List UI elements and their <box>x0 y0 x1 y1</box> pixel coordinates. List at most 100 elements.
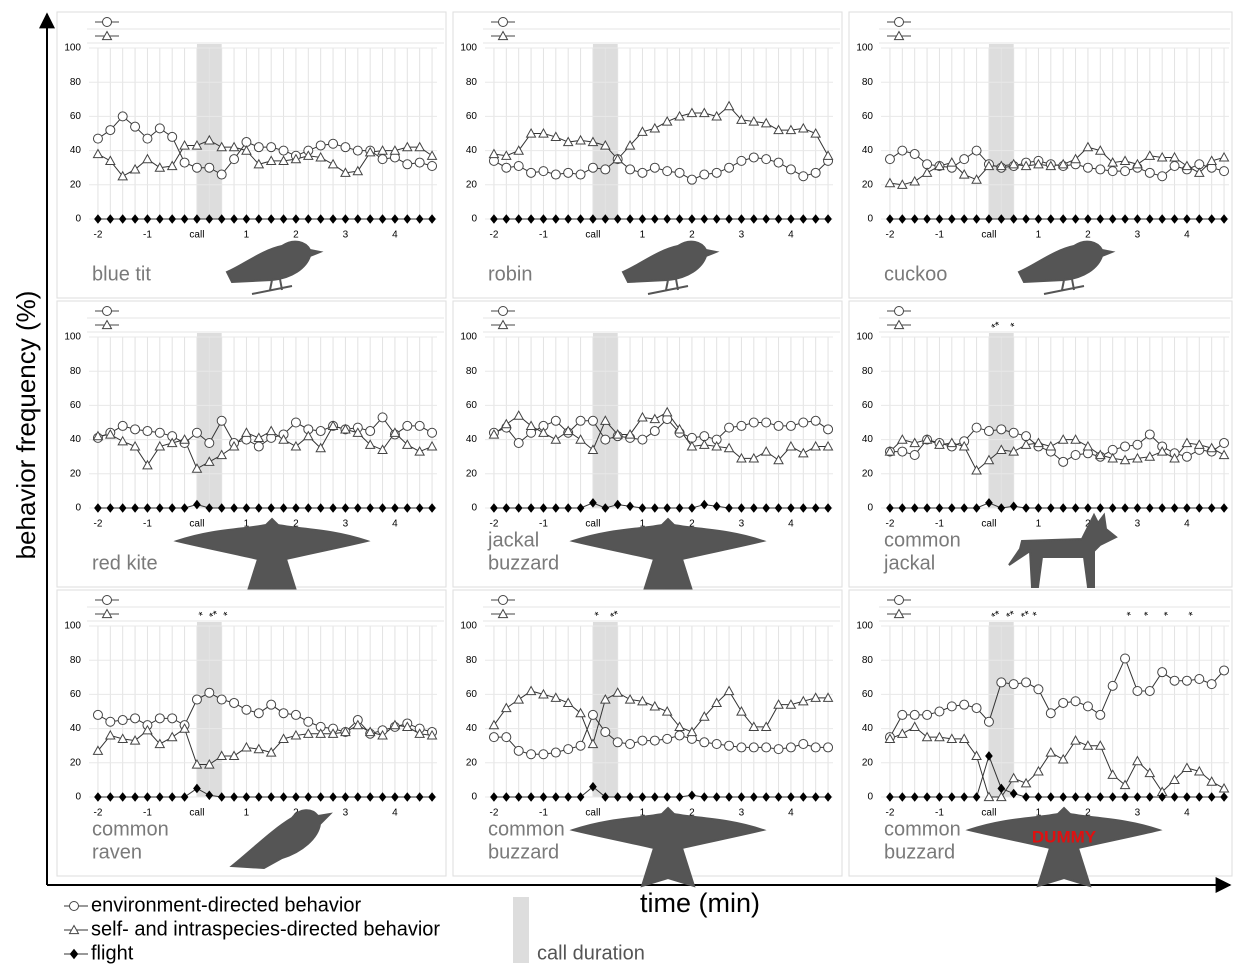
y-tick-label: 80 <box>862 366 874 377</box>
data-point <box>551 748 560 757</box>
y-tick-label: 60 <box>862 689 874 700</box>
data-point <box>168 132 177 141</box>
data-point <box>984 717 993 726</box>
data-point <box>1096 165 1105 174</box>
data-point <box>749 743 758 752</box>
data-point <box>205 688 214 697</box>
y-tick-label: 0 <box>867 214 873 225</box>
y-tick-label: 20 <box>70 757 82 768</box>
data-point <box>106 126 115 135</box>
data-point <box>737 156 746 165</box>
panel-label: buzzard <box>884 841 955 863</box>
y-tick-label: 0 <box>75 214 81 225</box>
data-point <box>588 710 597 719</box>
data-point <box>576 416 585 425</box>
panel-label: red kite <box>92 552 158 574</box>
legend-marker <box>70 950 77 959</box>
y-tick-label: 40 <box>862 434 874 445</box>
x-tick-label: -1 <box>143 230 152 241</box>
data-point <box>143 134 152 143</box>
data-point <box>786 165 795 174</box>
data-point <box>118 716 127 725</box>
data-point <box>1009 428 1018 437</box>
x-tick-label: 4 <box>788 230 794 241</box>
x-tick-label: 2 <box>293 230 299 241</box>
x-tick-label: call <box>189 230 204 241</box>
data-point <box>192 695 201 704</box>
data-point <box>131 122 140 131</box>
x-tick-label: -1 <box>935 230 944 241</box>
data-point <box>811 743 820 752</box>
data-point <box>403 421 412 430</box>
y-tick-label: 100 <box>64 43 81 54</box>
data-point <box>1009 680 1018 689</box>
data-point <box>923 710 932 719</box>
data-point <box>1121 442 1130 451</box>
data-point <box>1121 654 1130 663</box>
x-tick-label: 4 <box>788 808 794 819</box>
data-point <box>626 739 635 748</box>
data-point <box>514 161 523 170</box>
x-tick-label: 4 <box>392 230 398 241</box>
mini-legend-marker <box>895 596 904 605</box>
data-point <box>725 423 734 432</box>
data-point <box>984 427 993 436</box>
data-point <box>291 418 300 427</box>
x-tick-label: 1 <box>1036 230 1042 241</box>
data-point <box>712 168 721 177</box>
data-point <box>93 710 102 719</box>
x-tick-label: 4 <box>1184 808 1190 819</box>
panel <box>57 12 446 298</box>
x-tick-label: -2 <box>489 519 498 530</box>
x-tick-label: 4 <box>788 519 794 530</box>
y-tick-label: 60 <box>70 400 82 411</box>
data-point <box>341 143 350 152</box>
data-point <box>638 435 647 444</box>
data-point <box>774 745 783 754</box>
data-point <box>947 702 956 711</box>
data-point <box>786 421 795 430</box>
data-point <box>737 743 746 752</box>
y-tick-label: 0 <box>471 214 477 225</box>
data-point <box>1034 685 1043 694</box>
x-tick-label: 3 <box>739 230 745 241</box>
x-tick-label: 3 <box>739 519 745 530</box>
x-tick-label: -1 <box>143 808 152 819</box>
y-tick-label: 20 <box>70 468 82 479</box>
data-point <box>725 163 734 172</box>
x-tick-label: -1 <box>935 808 944 819</box>
data-point <box>749 153 758 162</box>
data-point <box>1170 161 1179 170</box>
data-point <box>687 175 696 184</box>
data-point <box>551 170 560 179</box>
x-tick-label: 4 <box>392 808 398 819</box>
y-tick-label: 80 <box>466 366 478 377</box>
data-point <box>601 165 610 174</box>
data-point <box>638 168 647 177</box>
mini-legend-marker <box>103 596 112 605</box>
legend-marker <box>70 902 79 911</box>
y-tick-label: 0 <box>75 792 81 803</box>
data-point <box>786 743 795 752</box>
legend-label: self- and intraspecies-directed behavior <box>91 918 440 940</box>
data-point <box>304 717 313 726</box>
data-point <box>279 709 288 718</box>
x-tick-label: -2 <box>489 808 498 819</box>
data-point <box>601 435 610 444</box>
data-point <box>737 421 746 430</box>
data-point <box>527 750 536 759</box>
y-tick-label: 40 <box>862 145 874 156</box>
data-point <box>700 170 709 179</box>
y-tick-label: 100 <box>856 332 873 343</box>
x-tick-label: -2 <box>93 519 102 530</box>
y-tick-label: 40 <box>70 434 82 445</box>
data-point <box>155 428 164 437</box>
data-point <box>910 710 919 719</box>
data-point <box>514 439 523 448</box>
y-tick-label: 100 <box>856 621 873 632</box>
data-point <box>1182 452 1191 461</box>
x-axis-label: time (min) <box>640 888 760 918</box>
data-point <box>502 733 511 742</box>
data-point <box>898 447 907 456</box>
data-point <box>1046 709 1055 718</box>
